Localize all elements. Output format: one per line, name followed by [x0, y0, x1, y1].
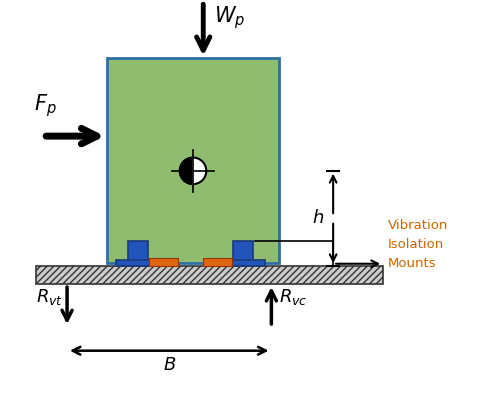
- Text: $F_p$: $F_p$: [34, 93, 56, 120]
- Text: $W_p$: $W_p$: [214, 4, 245, 31]
- Text: $h$: $h$: [312, 210, 324, 228]
- Bar: [150, 258, 178, 266]
- Text: $R_{vt}$: $R_{vt}$: [36, 286, 64, 306]
- Bar: [220, 260, 266, 266]
- Bar: [36, 266, 383, 284]
- Bar: [108, 58, 278, 263]
- Text: Vibration
Isolation
Mounts: Vibration Isolation Mounts: [388, 219, 448, 270]
- Wedge shape: [193, 158, 206, 184]
- Wedge shape: [180, 158, 193, 184]
- Bar: [116, 260, 161, 266]
- Text: $B$: $B$: [162, 356, 176, 374]
- Text: $R_{vc}$: $R_{vc}$: [278, 286, 307, 306]
- Bar: [233, 242, 253, 266]
- Bar: [204, 258, 232, 266]
- Bar: [128, 242, 148, 266]
